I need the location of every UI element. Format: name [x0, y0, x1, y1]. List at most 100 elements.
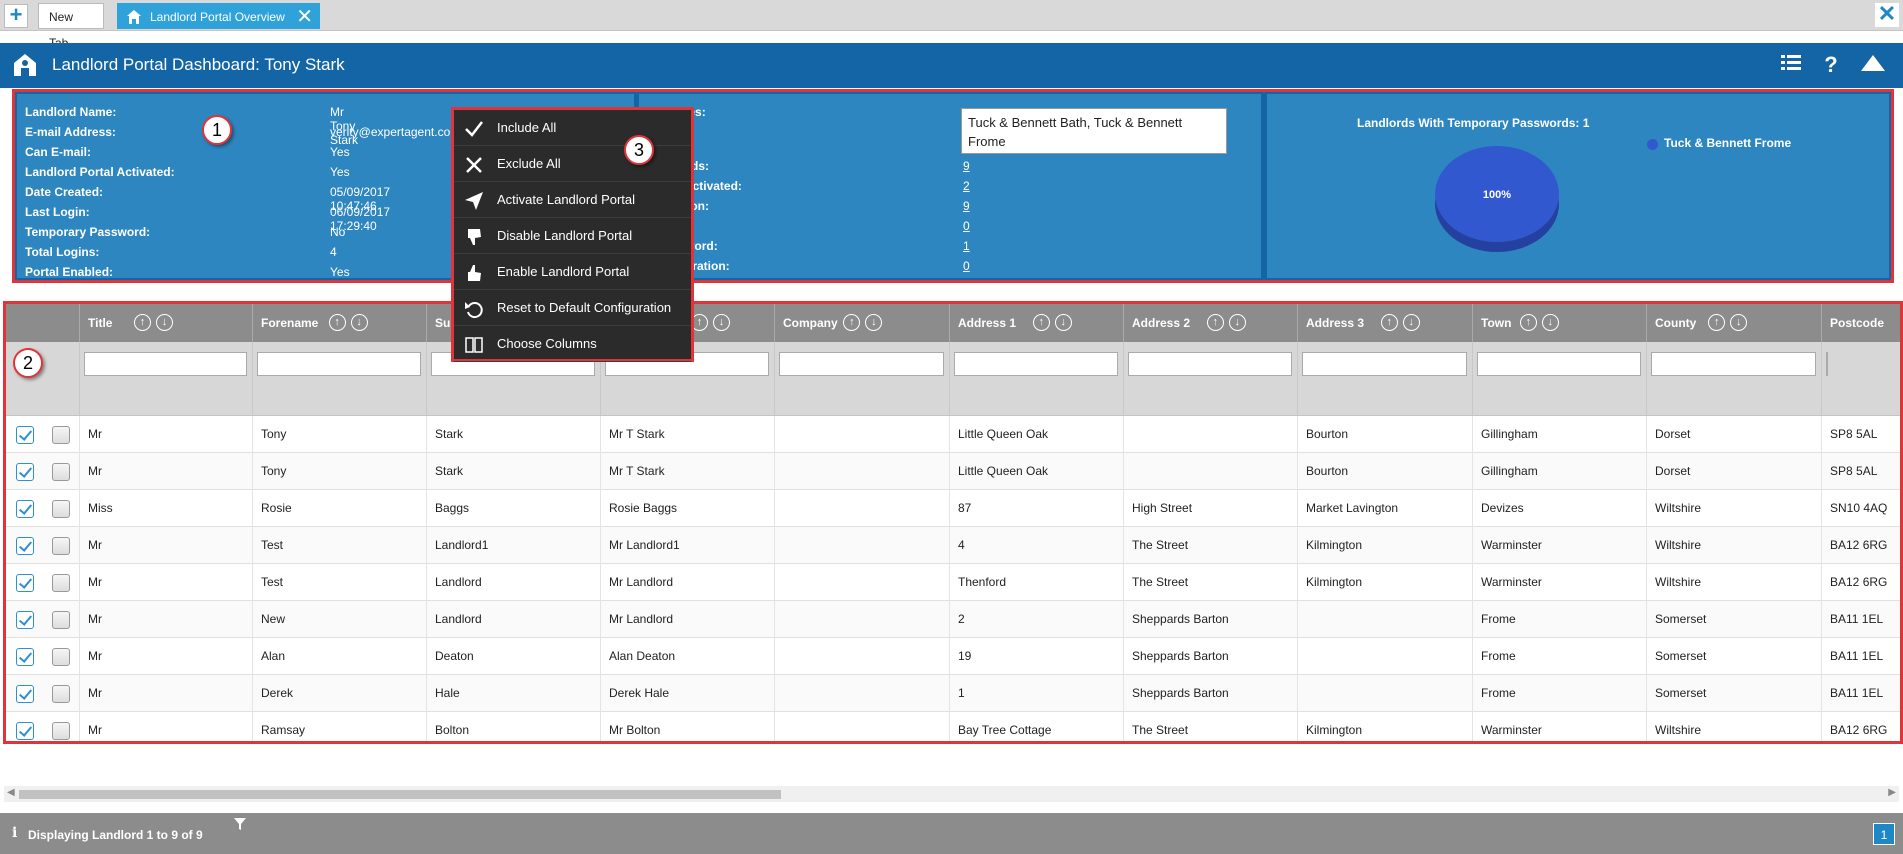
menu-item-disable-landlord-portal[interactable]: Disable Landlord Portal	[454, 218, 691, 254]
scroll-left-icon[interactable]: ◀	[7, 787, 15, 798]
table-row[interactable]: Mr New Landlord Mr Landlord 2 Sheppards Barto…	[6, 601, 1900, 638]
select-checkbox[interactable]	[52, 426, 70, 444]
include-checkbox[interactable]	[16, 500, 34, 518]
summary-link[interactable]: 9	[963, 159, 970, 173]
sort-descending-icon[interactable]: ↓	[1730, 314, 1748, 331]
table-cell: Landlord	[426, 564, 600, 601]
column-header[interactable]: Address 3 ↑ ↓	[1297, 304, 1472, 342]
include-checkbox[interactable]	[16, 648, 34, 666]
column-filter-input[interactable]	[1651, 352, 1816, 376]
include-checkbox[interactable]	[16, 426, 34, 444]
sort-descending-icon[interactable]: ↓	[1541, 314, 1559, 331]
menu-item-include-all[interactable]: Include All	[454, 110, 691, 146]
summary-link[interactable]: 1	[963, 239, 970, 253]
grid-header: Title↑↓Forename↑↓Surname↑↓Salutation↑↓Co…	[6, 304, 1900, 342]
sort-descending-icon[interactable]: ↓	[713, 314, 730, 331]
horizontal-scrollbar[interactable]: ◀ ▶	[4, 786, 1899, 802]
column-header[interactable]: Town ↑ ↓	[1472, 304, 1646, 342]
new-tab-button[interactable]: +	[4, 4, 28, 28]
sort-descending-icon[interactable]: ↓	[350, 314, 368, 331]
select-checkbox[interactable]	[52, 463, 70, 481]
sort-ascending-icon[interactable]: ↑	[1032, 314, 1050, 331]
column-filter-input[interactable]	[257, 352, 421, 376]
sort-ascending-icon[interactable]: ↑	[1206, 314, 1224, 331]
select-checkbox[interactable]	[52, 574, 70, 592]
include-checkbox[interactable]	[16, 611, 34, 629]
close-tab-icon[interactable]: ✕	[296, 6, 313, 28]
sort-descending-icon[interactable]: ↓	[865, 314, 883, 331]
collapse-icon[interactable]	[1860, 52, 1886, 78]
select-checkbox[interactable]	[52, 722, 70, 740]
column-header[interactable]: Address 1 ↑ ↓	[949, 304, 1123, 342]
sort-ascending-icon[interactable]: ↑	[328, 314, 346, 331]
column-filter-input[interactable]	[1302, 352, 1467, 376]
column-header[interactable]: Title ↑ ↓	[79, 304, 252, 342]
include-checkbox[interactable]	[16, 537, 34, 555]
select-checkbox[interactable]	[52, 611, 70, 629]
scroll-right-icon[interactable]: ▶	[1888, 787, 1896, 798]
sort-descending-icon[interactable]: ↓	[1228, 314, 1246, 331]
include-checkbox[interactable]	[16, 574, 34, 592]
list-icon[interactable]	[1778, 52, 1804, 78]
column-header[interactable]: Address 2 ↑ ↓	[1123, 304, 1297, 342]
column-filter-input[interactable]	[1128, 352, 1292, 376]
table-row[interactable]: Mr Derek Hale Derek Hale 1 Sheppards Barton Fr…	[6, 675, 1900, 712]
sort-ascending-icon[interactable]: ↑	[134, 314, 151, 331]
x-icon	[466, 157, 482, 173]
sort-ascending-icon[interactable]: ↑	[1519, 314, 1537, 331]
sort-ascending-icon[interactable]: ↑	[1708, 314, 1726, 331]
select-checkbox[interactable]	[52, 648, 70, 666]
help-icon[interactable]: ?	[1824, 52, 1838, 77]
table-cell: Wiltshire	[1646, 527, 1821, 564]
column-header[interactable]: Postcode	[1821, 304, 1884, 342]
column-filter-input[interactable]	[954, 352, 1118, 376]
include-checkbox[interactable]	[16, 685, 34, 703]
filter-funnel-icon[interactable]	[233, 817, 247, 831]
branches-field[interactable]: Tuck & Bennett Bath, Tuck & Bennett From…	[961, 108, 1227, 154]
tab-new-tab[interactable]: New Tab	[38, 3, 104, 50]
close-window-icon[interactable]: ✕	[1875, 3, 1899, 27]
column-filter-input[interactable]	[84, 352, 247, 376]
summary-link[interactable]: 2	[963, 179, 970, 193]
sort-descending-icon[interactable]: ↓	[156, 314, 173, 331]
include-checkbox[interactable]	[16, 722, 34, 740]
tab-landlord-portal-overview[interactable]: Landlord Portal Overview ✕	[117, 3, 320, 29]
summary-link[interactable]: 0	[963, 259, 970, 273]
menu-item-choose-columns[interactable]: Choose Columns	[454, 326, 691, 362]
column-filter-input[interactable]	[779, 352, 944, 376]
table-row[interactable]: Miss Rosie Baggs Rosie Baggs 87 High Street Ma…	[6, 490, 1900, 527]
menu-item-activate-landlord-portal[interactable]: Activate Landlord Portal	[454, 182, 691, 218]
column-header[interactable]: Company ↑ ↓	[774, 304, 949, 342]
table-row[interactable]: Mr Test Landlord Mr Landlord Thenford The Str…	[6, 564, 1900, 601]
table-cell: Wiltshire	[1646, 490, 1821, 527]
column-header[interactable]: County ↑ ↓	[1646, 304, 1821, 342]
select-checkbox[interactable]	[52, 537, 70, 555]
column-header[interactable]: Forename ↑ ↓	[252, 304, 426, 342]
table-row[interactable]: Mr Ramsay Bolton Mr Bolton Bay Tree Cottage T…	[6, 712, 1900, 741]
table-row[interactable]: Mr Tony Stark Mr T Stark Little Queen Oak Bou…	[6, 453, 1900, 490]
table-row[interactable]: Mr Tony Stark Mr T Stark Little Queen Oak Bou…	[6, 416, 1900, 453]
summary-link[interactable]: 0	[963, 219, 970, 233]
column-filter-input[interactable]	[1826, 352, 1828, 376]
page-1-button[interactable]: 1	[1873, 823, 1895, 845]
table-row[interactable]: Mr Test Landlord1 Mr Landlord1 4 The Street Ki…	[6, 527, 1900, 564]
table-cell: 87	[949, 490, 1123, 527]
column-divider	[774, 342, 775, 415]
select-checkbox[interactable]	[52, 685, 70, 703]
scrollbar-thumb[interactable]	[19, 790, 781, 799]
menu-item-exclude-all[interactable]: Exclude All	[454, 146, 691, 182]
sort-descending-icon[interactable]: ↓	[1054, 314, 1072, 331]
table-cell: Thenford	[949, 564, 1123, 601]
column-divider	[426, 342, 427, 415]
menu-item-reset-to-default-configuration[interactable]: Reset to Default Configuration	[454, 290, 691, 326]
summary-link[interactable]: 9	[963, 199, 970, 213]
select-checkbox[interactable]	[52, 500, 70, 518]
column-filter-input[interactable]	[1477, 352, 1641, 376]
sort-descending-icon[interactable]: ↓	[1402, 314, 1420, 331]
menu-item-enable-landlord-portal[interactable]: Enable Landlord Portal	[454, 254, 691, 290]
landlord-grid: Title↑↓Forename↑↓Surname↑↓Salutation↑↓Co…	[3, 301, 1903, 744]
include-checkbox[interactable]	[16, 463, 34, 481]
sort-ascending-icon[interactable]: ↑	[843, 314, 861, 331]
sort-ascending-icon[interactable]: ↑	[1380, 314, 1398, 331]
table-row[interactable]: Mr Alan Deaton Alan Deaton 19 Sheppards Barto…	[6, 638, 1900, 675]
